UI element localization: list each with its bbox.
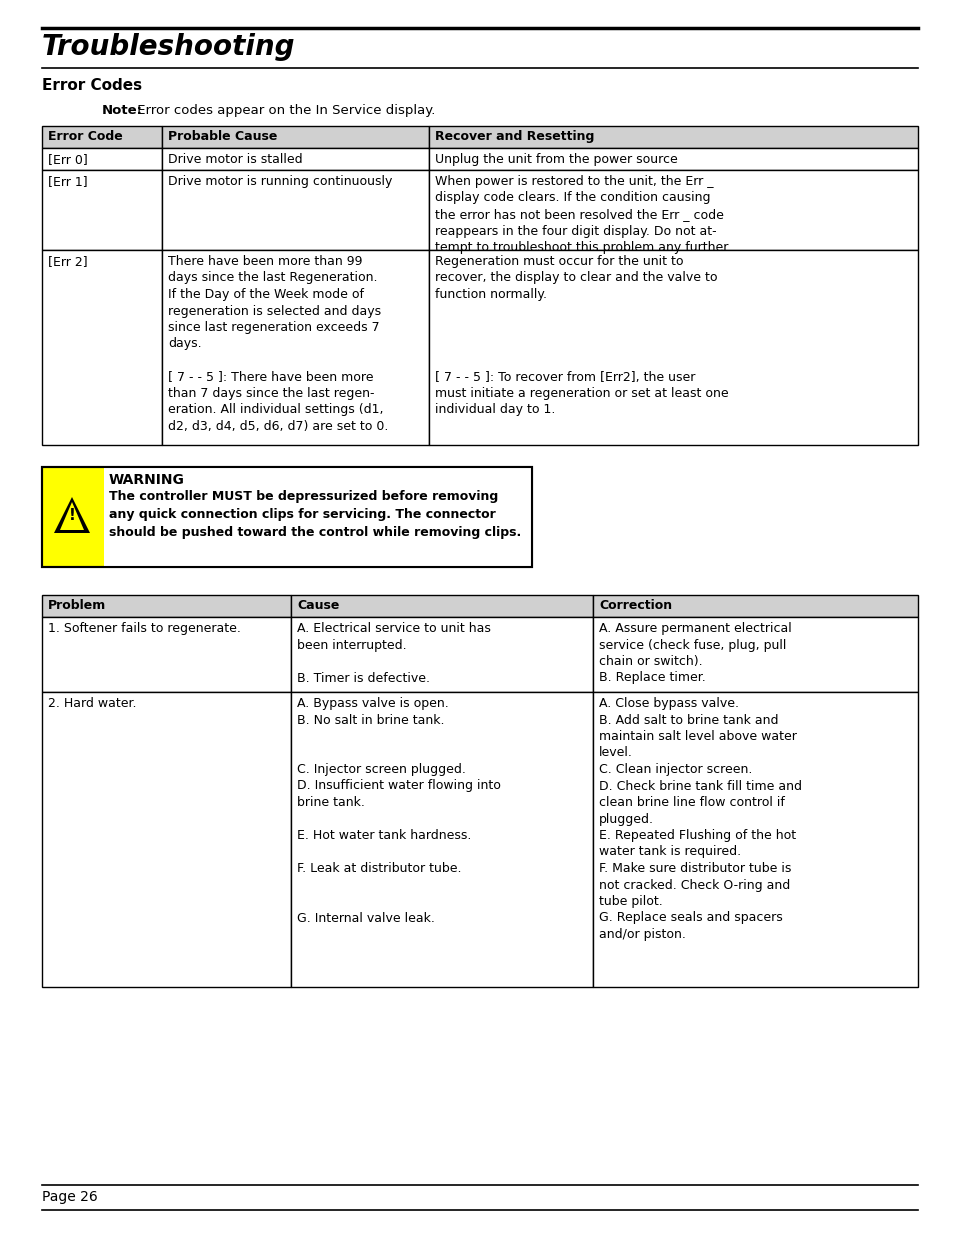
Bar (42, 467, 532, 567)
Bar (429, 148, 917, 170)
Text: Error Codes: Error Codes (42, 78, 142, 93)
Polygon shape (60, 501, 84, 530)
Bar (162, 126, 429, 148)
Text: [Err 0]: [Err 0] (48, 153, 88, 165)
Bar (162, 170, 429, 249)
Text: There have been more than 99
days since the last Regeneration.
If the Day of the: There have been more than 99 days since … (168, 254, 388, 433)
Bar (42, 126, 162, 148)
Text: Correction: Correction (598, 599, 672, 613)
Text: Error Code: Error Code (48, 130, 123, 143)
Text: A. Assure permanent electrical
service (check fuse, plug, pull
chain or switch).: A. Assure permanent electrical service (… (598, 622, 791, 684)
Text: Note:: Note: (102, 104, 143, 117)
Bar (42, 692, 291, 987)
Bar (162, 249, 429, 445)
Text: Recover and Resetting: Recover and Resetting (435, 130, 594, 143)
Bar (42, 595, 291, 618)
Bar (42, 467, 532, 567)
Text: When power is restored to the unit, the Err _
display code clears. If the condit: When power is restored to the unit, the … (435, 175, 731, 254)
Text: 1. Softener fails to regenerate.: 1. Softener fails to regenerate. (48, 622, 240, 635)
Bar (593, 595, 917, 618)
Text: WARNING: WARNING (109, 473, 185, 487)
Bar (42, 249, 162, 445)
Bar (593, 618, 917, 692)
Bar (291, 595, 593, 618)
Polygon shape (54, 496, 90, 534)
Bar (104, 467, 532, 567)
Bar (42, 618, 291, 692)
Bar (429, 170, 917, 249)
Text: Cause: Cause (296, 599, 339, 613)
Text: Drive motor is running continuously: Drive motor is running continuously (168, 175, 392, 188)
Bar (291, 692, 593, 987)
Text: [Err 2]: [Err 2] (48, 254, 88, 268)
Bar (429, 126, 917, 148)
Text: !: ! (69, 508, 75, 522)
Bar (162, 148, 429, 170)
Text: Error codes appear on the In Service display.: Error codes appear on the In Service dis… (132, 104, 435, 117)
Bar (42, 170, 162, 249)
Text: [Err 1]: [Err 1] (48, 175, 88, 188)
Bar (593, 692, 917, 987)
Text: A. Bypass valve is open.
B. No salt in brine tank.


C. Injector screen plugged.: A. Bypass valve is open. B. No salt in b… (296, 697, 500, 925)
Bar (429, 249, 917, 445)
Text: Troubleshooting: Troubleshooting (42, 33, 295, 61)
Text: Page 26: Page 26 (42, 1191, 97, 1204)
Bar (42, 148, 162, 170)
Text: Drive motor is stalled: Drive motor is stalled (168, 153, 302, 165)
Text: Regeneration must occur for the unit to
recover, the display to clear and the va: Regeneration must occur for the unit to … (435, 254, 728, 416)
Text: Probable Cause: Probable Cause (168, 130, 277, 143)
Bar (291, 618, 593, 692)
Text: Problem: Problem (48, 599, 106, 613)
Text: A. Electrical service to unit has
been interrupted.

B. Timer is defective.: A. Electrical service to unit has been i… (296, 622, 491, 684)
Text: Unplug the unit from the power source: Unplug the unit from the power source (435, 153, 677, 165)
Text: A. Close bypass valve.
B. Add salt to brine tank and
maintain salt level above w: A. Close bypass valve. B. Add salt to br… (598, 697, 801, 941)
Text: 2. Hard water.: 2. Hard water. (48, 697, 136, 710)
Text: The controller MUST be depressurized before removing
any quick connection clips : The controller MUST be depressurized bef… (109, 490, 520, 538)
